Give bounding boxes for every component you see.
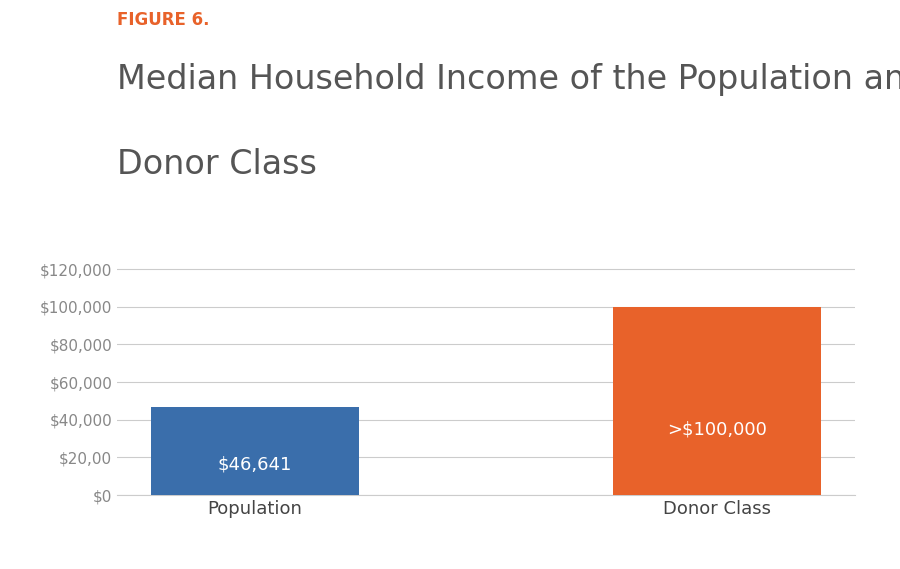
Text: $46,641: $46,641	[218, 455, 292, 473]
Text: FIGURE 6.: FIGURE 6.	[117, 11, 210, 30]
Bar	[613, 307, 822, 495]
Text: Median Household Income of the Population and the: Median Household Income of the Populatio…	[117, 63, 900, 96]
Text: >$100,000: >$100,000	[668, 420, 768, 438]
Bar	[150, 407, 359, 495]
Text: Donor Class: Donor Class	[117, 148, 317, 181]
